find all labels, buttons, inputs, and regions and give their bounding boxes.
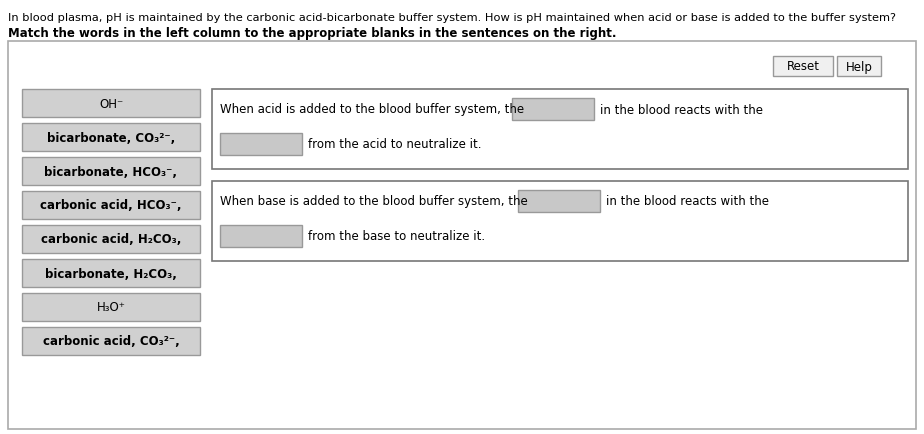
FancyBboxPatch shape bbox=[212, 90, 908, 170]
FancyBboxPatch shape bbox=[773, 57, 833, 77]
FancyBboxPatch shape bbox=[22, 327, 200, 355]
FancyBboxPatch shape bbox=[22, 293, 200, 321]
FancyBboxPatch shape bbox=[22, 191, 200, 220]
Text: Reset: Reset bbox=[786, 60, 820, 73]
Text: from the acid to neutralize it.: from the acid to neutralize it. bbox=[308, 138, 481, 151]
FancyBboxPatch shape bbox=[22, 90, 200, 118]
Text: bicarbonate, CO₃²⁻,: bicarbonate, CO₃²⁻, bbox=[47, 131, 176, 144]
Text: When acid is added to the blood buffer system, the: When acid is added to the blood buffer s… bbox=[220, 103, 524, 116]
FancyBboxPatch shape bbox=[837, 57, 881, 77]
Text: from the base to neutralize it.: from the base to neutralize it. bbox=[308, 230, 485, 243]
Text: OH⁻: OH⁻ bbox=[99, 97, 123, 110]
Text: carbonic acid, CO₃²⁻,: carbonic acid, CO₃²⁻, bbox=[43, 335, 179, 348]
Text: carbonic acid, HCO₃⁻,: carbonic acid, HCO₃⁻, bbox=[41, 199, 182, 212]
Text: bicarbonate, H₂CO₃,: bicarbonate, H₂CO₃, bbox=[45, 267, 176, 280]
FancyBboxPatch shape bbox=[512, 99, 594, 121]
FancyBboxPatch shape bbox=[22, 260, 200, 287]
Text: Help: Help bbox=[845, 60, 872, 73]
Text: bicarbonate, HCO₃⁻,: bicarbonate, HCO₃⁻, bbox=[44, 165, 177, 178]
FancyBboxPatch shape bbox=[22, 124, 200, 151]
FancyBboxPatch shape bbox=[220, 134, 302, 156]
FancyBboxPatch shape bbox=[22, 158, 200, 186]
Text: H₃O⁺: H₃O⁺ bbox=[97, 301, 126, 314]
Text: in the blood reacts with the: in the blood reacts with the bbox=[606, 195, 769, 208]
FancyBboxPatch shape bbox=[8, 42, 916, 429]
Text: In blood plasma, pH is maintained by the carbonic acid-bicarbonate buffer system: In blood plasma, pH is maintained by the… bbox=[8, 13, 896, 23]
FancyBboxPatch shape bbox=[518, 191, 600, 213]
Text: When base is added to the blood buffer system, the: When base is added to the blood buffer s… bbox=[220, 195, 528, 208]
Text: carbonic acid, H₂CO₃,: carbonic acid, H₂CO₃, bbox=[41, 233, 181, 246]
Text: Match the words in the left column to the appropriate blanks in the sentences on: Match the words in the left column to th… bbox=[8, 27, 616, 40]
FancyBboxPatch shape bbox=[22, 226, 200, 253]
FancyBboxPatch shape bbox=[212, 181, 908, 261]
FancyBboxPatch shape bbox=[220, 226, 302, 247]
Text: in the blood reacts with the: in the blood reacts with the bbox=[600, 103, 763, 116]
